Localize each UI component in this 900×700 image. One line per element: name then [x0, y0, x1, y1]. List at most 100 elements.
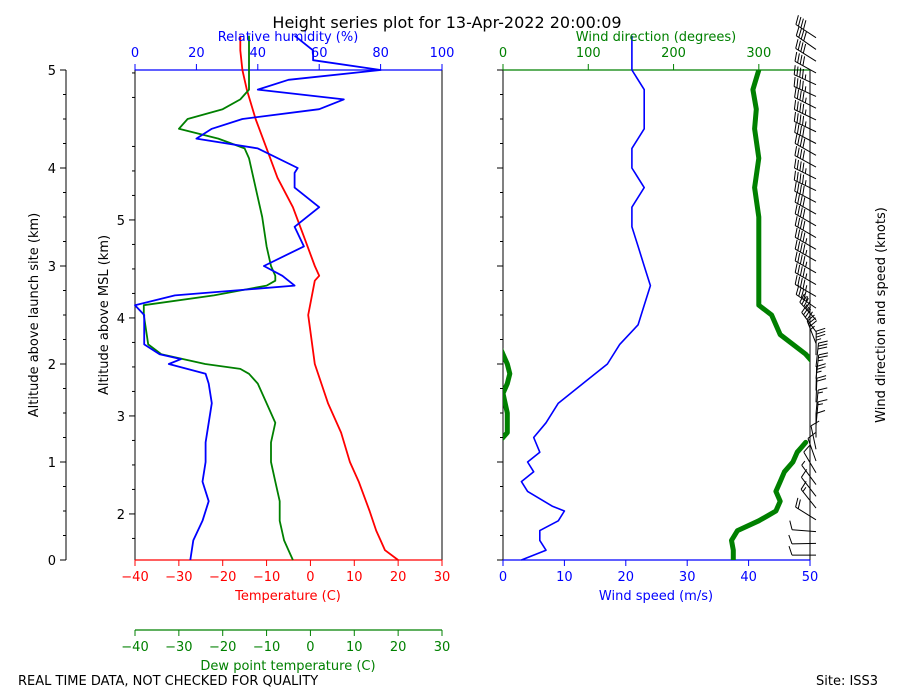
wind-barb-staff	[794, 142, 817, 156]
msl-tick-label: 3	[117, 410, 125, 425]
wind-barb-flag	[797, 229, 801, 239]
wind-barb-flag	[795, 497, 799, 508]
wind-barb-staff	[794, 272, 817, 286]
wind-barb-staff	[794, 190, 817, 203]
wind-barb-flag	[818, 343, 828, 347]
dewpoint-tick-label: 0	[306, 640, 314, 655]
wind-barb-flag	[806, 311, 813, 320]
wind-barb-flag	[794, 181, 797, 192]
wind-barb-half-flag	[817, 391, 824, 394]
dewpoint-tick-label: 10	[346, 640, 363, 655]
wind-barb-half-flag	[805, 296, 809, 302]
wind-barb-flag	[794, 251, 798, 262]
thermo-plot-area	[134, 69, 443, 561]
wind-barb-staff	[815, 390, 819, 415]
wind-barb-flag	[802, 138, 806, 149]
agl-tick-label: 4	[48, 162, 56, 177]
wind-barb-flag	[802, 56, 806, 66]
wind-barb-flag	[799, 114, 802, 125]
wind-barb-half-flag	[804, 97, 807, 103]
wind-barb-half-flag	[802, 487, 807, 492]
wind-barb-flag	[803, 444, 811, 453]
wind-barb-flag	[797, 217, 801, 228]
wind-barb-flag	[795, 15, 799, 25]
wind-barb-flag	[818, 355, 828, 359]
wind-barb-flag	[799, 254, 803, 265]
wind-barb-flag	[800, 18, 804, 28]
wind-barb-half-flag	[804, 109, 807, 115]
wind-barb-flag	[816, 327, 826, 332]
wind-barb-flag	[799, 102, 802, 113]
wind-barb-flag	[802, 267, 806, 278]
wind-barb-staff	[815, 401, 819, 426]
wind-barb-flag	[796, 113, 799, 123]
wind-barb-flag	[799, 230, 803, 241]
wind-barb-flag	[797, 147, 800, 158]
wind-barb-flag	[799, 242, 803, 253]
wind-barb-staff	[791, 542, 817, 545]
wind-direction-tick-label: 100	[576, 46, 601, 61]
wind-barb-staff	[803, 451, 817, 474]
wind-barb-flag	[796, 78, 799, 88]
wind-speed-tick-label: 10	[556, 570, 573, 585]
wind-barb-half-flag	[805, 285, 808, 291]
wind-barb-half-flag	[817, 359, 824, 362]
barbs-axis-label: Wind direction and speed (knots)	[874, 207, 889, 423]
figure-title: Height series plot for 13-Apr-2022 20:00…	[272, 13, 621, 32]
wind-barb-flag	[796, 66, 799, 76]
humidity-tick-label: 40	[250, 46, 267, 61]
wind-barb-flag	[807, 432, 816, 439]
wind-barb-flag	[804, 309, 812, 318]
wind-barb-flag	[816, 378, 827, 382]
humidity-line	[134, 34, 382, 561]
wind-barb-staff	[796, 35, 817, 50]
wind-barb-flag	[796, 101, 799, 111]
wind-barb-staff	[800, 488, 817, 509]
wind-speed-tick-label: 30	[679, 570, 696, 585]
wind-speed-tick-label: 50	[802, 570, 819, 585]
wind-barb-flag	[803, 31, 807, 41]
wind-barb-flag	[797, 16, 802, 27]
wind-barb-flag	[789, 520, 793, 530]
msl-axis-label: Altitude above MSL (km)	[97, 235, 112, 395]
wind-barb-flag	[802, 244, 806, 254]
wind-barb-flag	[795, 26, 800, 36]
wind-barb-half-flag	[804, 86, 807, 92]
wind-barb-staff	[794, 96, 817, 109]
wind-barb-flag	[797, 205, 801, 216]
wind-barb-flag	[799, 195, 803, 206]
wind-barb-half-flag	[805, 273, 808, 279]
wind-barb-flag	[794, 263, 798, 273]
wind-barb-flag	[802, 255, 806, 266]
wind-barb-flag	[802, 127, 805, 137]
wind-barb-half-flag	[804, 180, 807, 186]
wind-barb-half-flag	[805, 238, 808, 244]
wind-speed-line	[520, 35, 652, 561]
wind-barb-flag	[794, 87, 797, 98]
wind-barb-flag	[794, 239, 798, 250]
wind-direction-axis-label: Wind direction (degrees)	[576, 30, 736, 45]
wind-direction-line-1	[503, 347, 513, 442]
dewpoint-tick-label: 20	[390, 640, 407, 655]
wind-barb-staff	[815, 343, 819, 367]
wind-direction-tick-label: 0	[499, 46, 507, 61]
dewpoint-tick-label: −20	[209, 640, 236, 655]
agl-tick-label: 3	[48, 260, 56, 275]
wind-barb-flag	[818, 340, 828, 344]
wind-lines	[503, 35, 810, 561]
wind-barb-staff	[794, 131, 817, 144]
wind-barb-staff	[801, 476, 817, 497]
wind-speed-axis-label: Wind speed (m/s)	[599, 589, 713, 604]
msl-tick-label: 5	[117, 214, 125, 229]
wind-barb-flag	[799, 207, 803, 217]
wind-speed-tick-label: 40	[740, 570, 757, 585]
humidity-axis-label: Relative humidity (%)	[218, 30, 359, 45]
wind-barb-flag	[802, 232, 806, 242]
wind-barb-half-flag	[804, 74, 807, 80]
wind-barb-staff	[795, 47, 817, 62]
wind-barb-flag	[795, 39, 799, 49]
wind-barb-flag	[801, 80, 804, 91]
wind-barb-half-flag	[817, 403, 823, 406]
wind-barb-flag	[817, 346, 828, 350]
wind-speed-tick-label: 0	[499, 570, 507, 585]
